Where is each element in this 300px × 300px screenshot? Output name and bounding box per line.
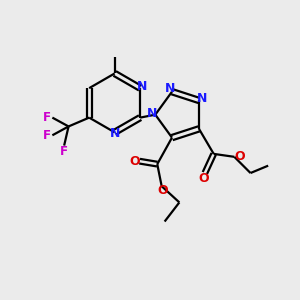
Text: N: N — [136, 80, 147, 93]
Text: N: N — [197, 92, 208, 105]
Text: F: F — [60, 145, 68, 158]
Text: F: F — [43, 129, 51, 142]
Text: O: O — [130, 155, 140, 168]
Text: O: O — [234, 150, 245, 163]
Text: O: O — [198, 172, 209, 185]
Text: N: N — [110, 127, 120, 140]
Text: N: N — [147, 107, 157, 120]
Text: O: O — [158, 184, 169, 197]
Text: F: F — [43, 111, 51, 124]
Text: N: N — [165, 82, 176, 95]
